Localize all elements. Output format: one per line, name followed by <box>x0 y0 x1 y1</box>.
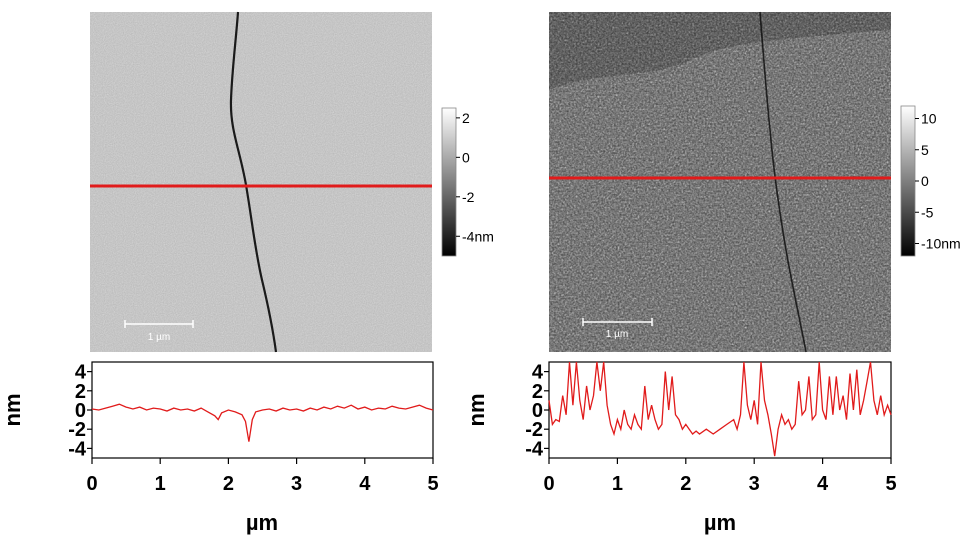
right-profile-xtick-label: 1 <box>612 473 623 495</box>
left-profile-xtick-label: 2 <box>223 473 234 495</box>
left-colorbar-tick-label: -4nm <box>462 228 494 244</box>
left-scale-bar-label: 1 µm <box>148 332 170 343</box>
left-profile-ytick-label: 4 <box>75 362 87 384</box>
right-colorbar-tick-label: 0 <box>921 173 929 189</box>
left-profile-ytick-label: -4 <box>68 438 87 460</box>
left-profile-ytick-label: -2 <box>68 419 86 441</box>
right-profile-xtick-label: 0 <box>543 473 554 495</box>
left-profile-xtick-label: 3 <box>291 473 302 495</box>
left-profile-ytick-label: 0 <box>75 400 86 422</box>
right-profile-ylabel: nm <box>464 394 489 427</box>
left-profile-xtick-label: 5 <box>427 473 438 495</box>
right-profile-ytick-label: -2 <box>525 419 543 441</box>
right-profile-xtick-label: 4 <box>817 473 829 495</box>
right-crack-line <box>759 11 807 353</box>
right-profile-xtick-label: 5 <box>885 473 896 495</box>
right-profile-series <box>548 361 892 457</box>
right-profile-xtick-label: 3 <box>749 473 760 495</box>
right-scale-bar-label: 1 µm <box>606 329 628 340</box>
right-profile-ytick-label: 0 <box>532 400 543 422</box>
left-profile-xlabel: µm <box>246 510 278 535</box>
right-image-texture <box>549 12 891 352</box>
right-colorbar: 10 5 0 -5 -10nm <box>900 105 961 257</box>
right-colorbar-tick-label: 10 <box>921 111 937 127</box>
right-profile-frame <box>548 361 892 459</box>
left-profile-xtick-label: 0 <box>86 473 97 495</box>
right-profile-xtick-label: 2 <box>680 473 691 495</box>
right-colorbar-tick-label: -10nm <box>921 236 961 252</box>
left-profile-xtick-label: 1 <box>155 473 166 495</box>
left-profile-series <box>91 403 434 442</box>
right-profile-ytick-label: -4 <box>525 438 544 460</box>
right-profile-ytick-label: 2 <box>532 381 543 403</box>
right-darker-region <box>549 12 891 90</box>
right-colorbar-gradient <box>900 105 916 257</box>
right-scale-bar: 1 µm <box>582 318 653 340</box>
right-afm-image: 1 µm <box>549 11 891 353</box>
left-colorbar: 2 0 -2 -4nm <box>441 107 494 257</box>
left-profile-xtick-label: 4 <box>359 473 371 495</box>
left-afm-image: 1 µm <box>90 11 432 353</box>
left-image-texture <box>90 12 432 352</box>
left-profile-ylabel: nm <box>0 394 25 427</box>
left-colorbar-tick-label: 0 <box>462 149 470 165</box>
right-profile-ytick-label: 4 <box>532 362 544 384</box>
right-profile-xlabel: µm <box>704 510 736 535</box>
right-colorbar-tick-label: -5 <box>921 204 934 220</box>
left-colorbar-tick-label: -2 <box>462 189 475 205</box>
left-scale-bar: 1 µm <box>124 320 194 343</box>
left-colorbar-tick-label: 2 <box>462 110 470 126</box>
right-colorbar-tick-label: 5 <box>921 142 929 158</box>
left-colorbar-gradient <box>441 107 457 257</box>
left-profile-ytick-label: 2 <box>75 381 86 403</box>
